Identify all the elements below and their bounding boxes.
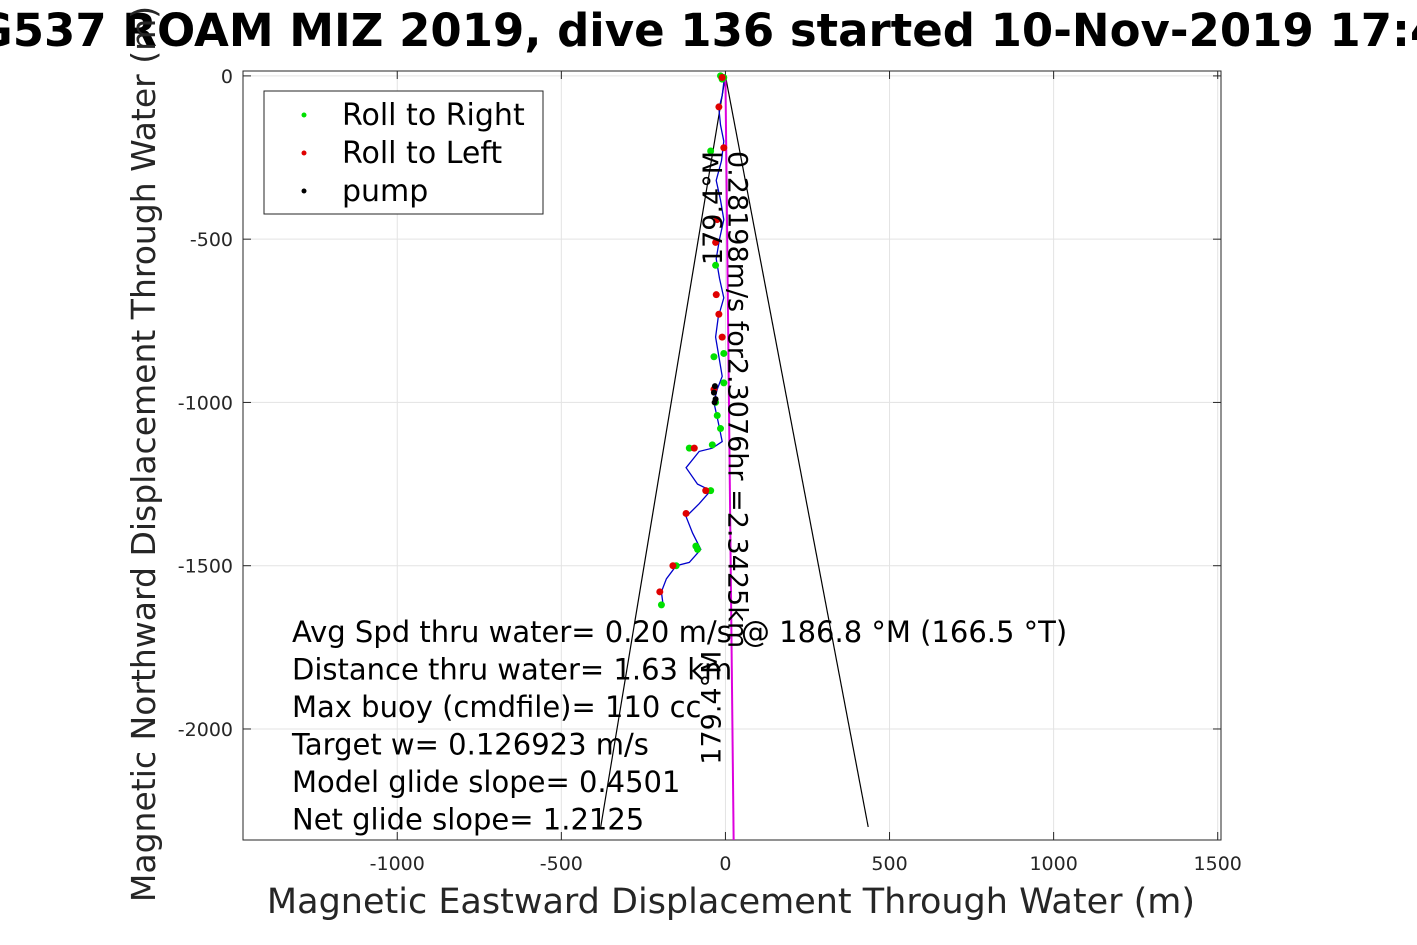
roll-left-point — [712, 238, 720, 246]
cone-line — [724, 75, 869, 828]
legend-marker — [301, 150, 307, 156]
cone-line — [600, 75, 727, 828]
roll-right-point — [692, 542, 700, 550]
chart-annotation: 179.4°M — [698, 151, 729, 265]
chart-title: SG537 ROAM MIZ 2019, dive 136 started 10… — [0, 4, 1417, 57]
legend-marker — [301, 112, 307, 118]
roll-right-point — [710, 353, 718, 361]
y-tick-label: 0 — [221, 66, 233, 88]
x-tick-label: -1000 — [370, 853, 425, 875]
x-tick-label: 1000 — [1029, 853, 1077, 875]
y-tick-label: -2000 — [178, 719, 233, 741]
pump-point — [711, 383, 718, 390]
x-tick-label: 0 — [719, 853, 731, 875]
y-axis-label: Magnetic Northward Displacement Through … — [124, 6, 163, 902]
legend-marker — [301, 188, 307, 194]
roll-right-point — [685, 444, 693, 452]
stats-line: Distance thru water= 1.63 km — [292, 653, 732, 687]
roll-left-point — [702, 487, 710, 495]
roll-left-point — [656, 588, 664, 596]
dive-track-line — [660, 75, 727, 605]
stats-line: Avg Spd thru water= 0.20 m/s @ 186.8 °M … — [292, 615, 1067, 649]
chart-annotation: 179.4°M — [697, 651, 728, 765]
roll-left-point — [690, 444, 698, 452]
x-tick-label: -500 — [540, 853, 583, 875]
stats-line: Max buoy (cmdfile)= 110 cc — [292, 690, 701, 724]
axes-box — [242, 70, 1222, 841]
roll-right-point — [720, 349, 728, 357]
roll-left-point — [720, 144, 728, 152]
roll-right-point — [713, 411, 721, 419]
roll-left-point — [712, 291, 720, 299]
legend-box — [263, 90, 544, 215]
x-axis-label: Magnetic Eastward Displacement Through W… — [267, 882, 1195, 922]
roll-right-point — [708, 441, 716, 449]
roll-left-point — [715, 310, 723, 318]
roll-left-point — [715, 103, 723, 111]
roll-right-point — [707, 487, 715, 495]
legend-label: pump — [342, 174, 428, 209]
y-tick-label: -500 — [190, 229, 233, 251]
stats-line: Net glide slope= 1.2125 — [292, 803, 644, 837]
roll-right-point — [717, 425, 725, 433]
roll-right-point — [720, 379, 728, 387]
roll-right-point — [712, 261, 720, 269]
pump-point — [711, 399, 718, 406]
roll-left-point — [713, 216, 721, 224]
y-tick-label: -1500 — [178, 556, 233, 578]
stats-line: Model glide slope= 0.4501 — [292, 765, 680, 799]
legend-label: Roll to Left — [342, 136, 502, 171]
roll-left-point — [718, 74, 726, 82]
chart-annotation: 0.28198m/s for2.3076hr =2.3425km — [722, 151, 753, 648]
stats-line: Target w= 0.126923 m/s — [291, 728, 649, 762]
y-tick-label: -1000 — [178, 392, 233, 414]
roll-right-point — [657, 601, 665, 609]
roll-left-point — [718, 333, 726, 341]
roll-left-point — [682, 509, 690, 517]
legend-label: Roll to Right — [342, 98, 525, 133]
x-tick-label: 500 — [871, 853, 907, 875]
axes: -1000 -500 0 500 1000 1500 0 -500 -1000 -1500 -200… — [178, 66, 1242, 875]
pump-point — [710, 389, 717, 396]
roll-right-point — [707, 147, 715, 155]
magnetic-heading-line — [724, 75, 735, 841]
stats-block: Avg Spd thru water= 0.20 m/s @ 186.8 °M … — [291, 615, 1067, 837]
roll-left-point — [669, 562, 677, 570]
x-tick-label: 1500 — [1194, 853, 1242, 875]
plot-area — [600, 72, 869, 841]
